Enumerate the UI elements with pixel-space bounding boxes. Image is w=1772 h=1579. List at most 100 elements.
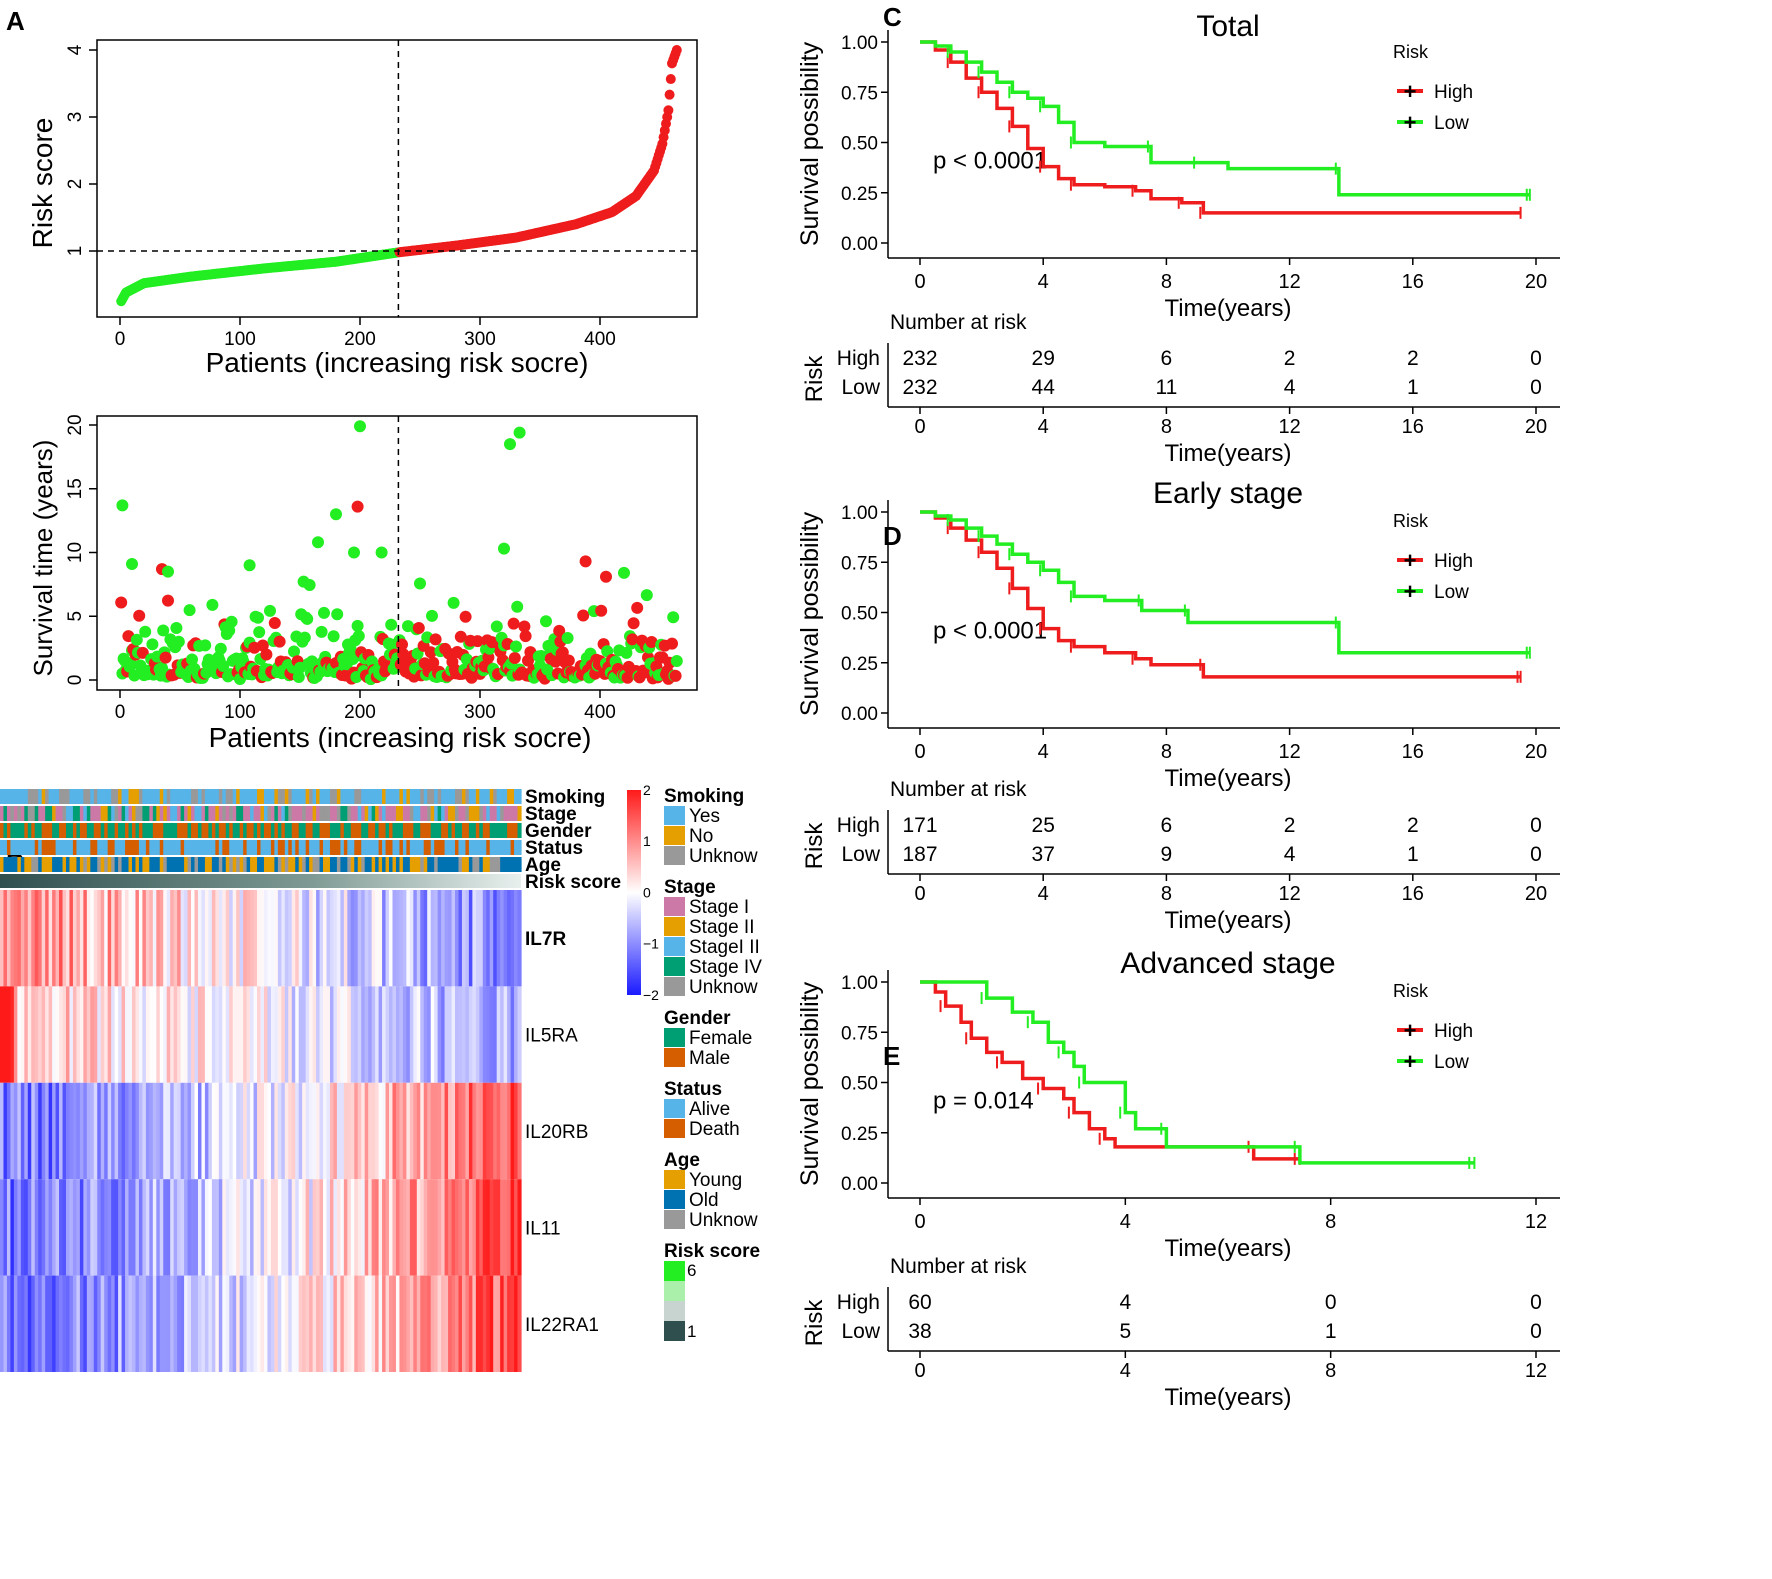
survival-point [459, 610, 472, 623]
legend-plus: + [1404, 110, 1417, 135]
annotation-cell [427, 840, 432, 855]
annotation-cell [343, 789, 348, 804]
annotation-cell [197, 823, 203, 838]
annotation-cell [20, 806, 25, 821]
heat-cell [420, 1275, 425, 1372]
heat-cell [444, 1082, 449, 1180]
risk-table-title: Number at risk [890, 1255, 1027, 1278]
annotation-cell [69, 806, 74, 821]
annotation-cell [104, 857, 109, 872]
heat-cell [41, 1275, 46, 1372]
heat-cell [180, 1275, 185, 1372]
heat-cell [114, 986, 119, 1083]
annotation-cell [170, 840, 175, 855]
km-curve-low [920, 510, 1530, 655]
annotation-cell [329, 840, 335, 855]
annotation-cell [253, 806, 258, 821]
heat-cell [163, 1275, 168, 1372]
heat-cell [83, 986, 88, 1083]
heat-cell [385, 1275, 390, 1372]
heat-cell [364, 1179, 369, 1276]
annotation-cell [69, 789, 74, 804]
heat-cell [461, 1275, 467, 1372]
annotation-cell [455, 789, 460, 804]
heat-cell [225, 890, 230, 987]
x-tick-label: 0 [115, 329, 126, 350]
annotation-bar-stage [0, 806, 522, 821]
heat-cell [142, 1179, 147, 1276]
heat-cell [406, 890, 411, 987]
annotation-cell [472, 806, 477, 821]
heat-cell [357, 986, 362, 1083]
risk-table-tick-label: 16 [1402, 416, 1424, 438]
annotation-cell [298, 857, 303, 872]
annotation-label: Stage [525, 804, 577, 825]
annotation-cell [243, 789, 248, 804]
legend-plus: + [1404, 579, 1417, 604]
annotation-cell [382, 823, 387, 838]
annotation-cell [395, 789, 401, 804]
annotation-cell [274, 823, 279, 838]
survival-point [424, 646, 437, 659]
annotation-cell [420, 789, 425, 804]
heat-cell [434, 1275, 439, 1372]
risk-count: 11 [1155, 376, 1177, 399]
annotation-cell [65, 823, 71, 838]
heat-cell [260, 1275, 265, 1372]
y-tick-label: 0.00 [841, 234, 878, 255]
risk-count: 2 [1284, 347, 1296, 370]
heat-cell [413, 1082, 418, 1180]
heat-cell [336, 1082, 341, 1180]
heat-cell [496, 1179, 501, 1276]
heat-cell [6, 890, 12, 987]
heat-cell [204, 1179, 209, 1276]
heat-cell [76, 986, 81, 1083]
annotation-cell [131, 840, 137, 855]
risk-count: 0 [1530, 1291, 1542, 1314]
heat-cell [468, 890, 473, 987]
heat-cell [173, 1275, 178, 1372]
survival-point [510, 640, 522, 653]
annotation-cell [316, 789, 321, 804]
annotation-cell [107, 840, 112, 855]
heat-cell [257, 1179, 262, 1276]
heat-cell [86, 1179, 91, 1276]
annotation-cell [59, 789, 64, 804]
heat-cell [41, 1082, 46, 1180]
annotation-cell [316, 857, 321, 872]
annotation-cell [83, 840, 88, 855]
annotation-cell [59, 806, 64, 821]
heat-cell [472, 1082, 477, 1180]
annotation-cell [281, 789, 286, 804]
heat-cell [371, 986, 376, 1083]
heat-cell [336, 890, 341, 987]
heat-cell [451, 890, 456, 987]
heat-row-il7r [0, 890, 522, 987]
heat-cell [423, 986, 428, 1083]
risk-count: 4 [1119, 1291, 1131, 1314]
heat-cell [187, 890, 192, 987]
annotation-cell [156, 840, 161, 855]
heat-cell [152, 1179, 157, 1276]
heat-cell [125, 1275, 130, 1372]
heat-cell [514, 1179, 519, 1276]
annotation-cell [270, 789, 275, 804]
heat-cell [333, 1275, 338, 1372]
heat-cell [357, 1082, 362, 1180]
legend-swatch [664, 1281, 685, 1301]
annotation-cell [465, 789, 470, 804]
legend-swatch [664, 1190, 685, 1209]
annotation-cell [461, 840, 467, 855]
heat-cell [475, 1082, 480, 1180]
annotation-cell [392, 789, 397, 804]
heat-cell [243, 986, 248, 1083]
heat-cell [361, 1179, 366, 1276]
annotation-cell [118, 789, 123, 804]
heat-cell [392, 1082, 397, 1180]
legend-swatch [664, 1321, 685, 1341]
heat-cell [507, 890, 512, 987]
risk-table-label: Risk [801, 355, 828, 403]
heat-cell [333, 986, 338, 1083]
colorbar [627, 790, 641, 995]
annotation-cell [420, 806, 425, 821]
